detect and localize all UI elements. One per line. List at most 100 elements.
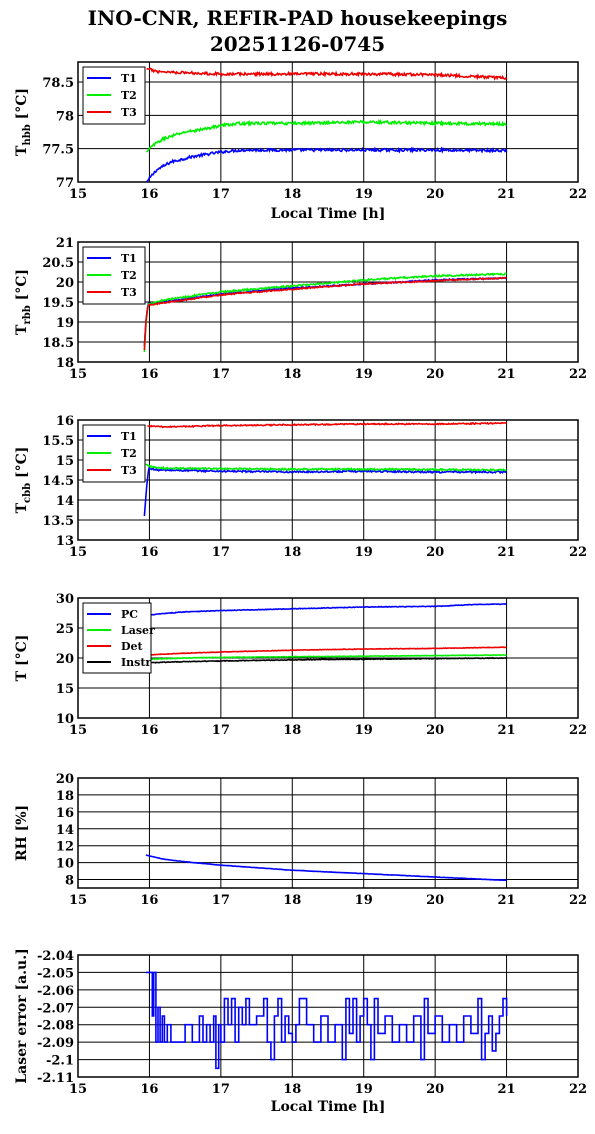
plot-frame bbox=[77, 954, 579, 1078]
x-tick-label: 16 bbox=[140, 1082, 158, 1097]
y-tick-label: -2.05 bbox=[37, 966, 74, 981]
x-tick-label: 15 bbox=[69, 367, 87, 382]
legend-label: T3 bbox=[121, 106, 137, 119]
x-tick-label: 15 bbox=[69, 187, 87, 202]
series-line-data bbox=[145, 854, 507, 882]
series-line-t1 bbox=[143, 276, 507, 347]
y-axis-label-unit: [°C] bbox=[14, 447, 30, 483]
x-tick-label: 15 bbox=[69, 723, 87, 738]
y-tick-label: -2.08 bbox=[37, 1019, 74, 1034]
y-axis-label-unit: [°C] bbox=[14, 269, 30, 305]
y-axis-label-sub: rbb bbox=[22, 305, 33, 324]
y-tick-label: 15 bbox=[56, 454, 74, 469]
y-tick-label: 18.5 bbox=[42, 336, 74, 351]
y-axis-label-sub: cbb bbox=[22, 483, 33, 503]
y-tick-label: -2.04 bbox=[37, 949, 74, 964]
y-axis-label-main: Laser error [a.u.] bbox=[14, 948, 30, 1083]
y-tick-label: 78.5 bbox=[42, 76, 74, 91]
y-tick-label: 8 bbox=[65, 874, 74, 889]
y-tick-label: 18 bbox=[56, 356, 74, 371]
x-tick-label: 21 bbox=[498, 187, 516, 202]
y-tick-label: 14.5 bbox=[42, 474, 74, 489]
y-axis-label: Laser error [a.u.] bbox=[14, 948, 30, 1083]
series-line-t2 bbox=[143, 272, 508, 353]
y-axis-label: RH [%] bbox=[14, 805, 30, 861]
y-axis-label: Trbb [°C] bbox=[14, 269, 33, 335]
plot-frame bbox=[77, 777, 579, 889]
y-tick-label: 14 bbox=[56, 494, 74, 509]
legend-label: Det bbox=[121, 640, 144, 653]
y-tick-label: 13 bbox=[56, 534, 74, 549]
y-tick-label: 14 bbox=[56, 823, 74, 838]
y-tick-label: 19.5 bbox=[42, 296, 74, 311]
x-tick-label: 16 bbox=[140, 545, 158, 560]
series-line-t3 bbox=[146, 67, 508, 81]
x-tick-label: 18 bbox=[283, 893, 301, 908]
chart-title: INO-CNR, REFIR-PAD housekeepings bbox=[87, 6, 508, 30]
x-tick-label: 21 bbox=[498, 545, 516, 560]
x-tick-label: 18 bbox=[283, 1082, 301, 1097]
x-tick-label: 18 bbox=[283, 367, 301, 382]
y-tick-label: 77.5 bbox=[42, 143, 74, 158]
series-line-t3 bbox=[147, 421, 507, 429]
plot-frame bbox=[77, 419, 579, 541]
x-tick-label: 20 bbox=[426, 723, 444, 738]
legend-label: Laser bbox=[121, 624, 155, 637]
y-tick-label: -2.07 bbox=[37, 1001, 74, 1016]
series-line-t1 bbox=[143, 465, 508, 517]
y-tick-label: -2.09 bbox=[37, 1036, 74, 1051]
y-axis-label-main: T bbox=[14, 670, 30, 681]
legend-label: T1 bbox=[121, 252, 137, 265]
x-tick-label: 21 bbox=[498, 367, 516, 382]
legend-label: T3 bbox=[121, 464, 137, 477]
x-tick-label: 17 bbox=[212, 367, 230, 382]
y-tick-label: -2.11 bbox=[37, 1071, 74, 1086]
series-line-det bbox=[145, 646, 507, 656]
y-tick-label: 18 bbox=[56, 789, 74, 804]
series-line-data bbox=[145, 971, 508, 1070]
chart-panel-5: 8 10 12 14 16 18 20 15 16 17 18 19 20 21 22 RH [%] bbox=[14, 772, 587, 908]
series-line-t2 bbox=[145, 463, 507, 473]
y-axis-label-main: T bbox=[14, 324, 30, 335]
y-tick-label: 20 bbox=[56, 772, 74, 787]
y-axis-label-main: T bbox=[14, 502, 30, 513]
x-tick-label: 20 bbox=[426, 1082, 444, 1097]
x-tick-label: 16 bbox=[140, 723, 158, 738]
legend-label: T2 bbox=[121, 89, 137, 102]
plot-frame bbox=[77, 241, 579, 363]
y-tick-label: -2.1 bbox=[46, 1054, 74, 1069]
x-tick-label: 22 bbox=[569, 723, 587, 738]
legend-label: T3 bbox=[121, 286, 137, 299]
x-axis-label: Local Time [h] bbox=[271, 206, 386, 222]
y-axis-label-main: RH [%] bbox=[14, 805, 30, 861]
legend-label: T2 bbox=[121, 269, 137, 282]
y-axis-label-main: T bbox=[14, 145, 30, 156]
x-tick-label: 18 bbox=[283, 723, 301, 738]
legend-label: T1 bbox=[121, 72, 137, 85]
series-line-t1 bbox=[145, 146, 508, 183]
y-tick-label: 78 bbox=[56, 109, 74, 124]
plot-frame bbox=[77, 61, 579, 183]
chart-panel-6: -2.11 -2.1 -2.09 -2.08 -2.07 -2.06 -2.05 -2.04 1… bbox=[14, 948, 587, 1115]
series-line-t3 bbox=[143, 276, 507, 351]
y-axis-label-unit: [°C] bbox=[14, 88, 30, 124]
x-tick-label: 19 bbox=[355, 367, 373, 382]
series-line-t2 bbox=[146, 118, 507, 153]
plot-frame bbox=[77, 597, 579, 719]
y-tick-label: 10 bbox=[56, 857, 74, 872]
x-tick-label: 19 bbox=[355, 1082, 373, 1097]
y-tick-label: 16 bbox=[56, 414, 74, 429]
x-tick-label: 16 bbox=[140, 187, 158, 202]
x-tick-label: 22 bbox=[569, 545, 587, 560]
x-tick-label: 15 bbox=[69, 1082, 87, 1097]
x-tick-label: 22 bbox=[569, 187, 587, 202]
y-tick-label: 13.5 bbox=[42, 514, 74, 529]
x-tick-label: 18 bbox=[283, 545, 301, 560]
chart-subtitle: 20251126-0745 bbox=[209, 32, 386, 56]
x-tick-label: 21 bbox=[498, 893, 516, 908]
y-tick-label: -2.06 bbox=[37, 984, 74, 999]
legend-label: T2 bbox=[121, 447, 137, 460]
x-tick-label: 20 bbox=[426, 367, 444, 382]
